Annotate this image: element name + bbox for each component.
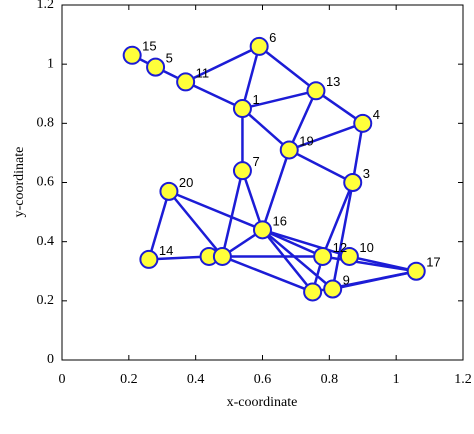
node-label: 19 <box>299 133 313 148</box>
node <box>249 36 269 56</box>
y-axis-label: y-coordinate <box>12 147 27 218</box>
y-tick-label: 0.6 <box>37 175 55 190</box>
node-label: 13 <box>326 74 340 89</box>
x-tick-label: 1 <box>393 372 400 387</box>
x-tick-label: 0 <box>59 372 66 387</box>
node-label: 14 <box>159 243 173 258</box>
x-tick-label: 1.2 <box>454 372 472 387</box>
y-tick-label: 1.2 <box>37 0 55 12</box>
y-tick-label: 0.4 <box>37 234 55 249</box>
node <box>306 81 326 101</box>
edge <box>242 89 317 110</box>
node-label: 12 <box>333 240 347 255</box>
x-tick-label: 0.2 <box>120 372 138 387</box>
node-label: 5 <box>166 51 173 66</box>
edge <box>221 170 244 257</box>
x-tick-label: 0.4 <box>187 372 205 387</box>
node-label: 17 <box>426 255 440 270</box>
edge <box>241 46 261 109</box>
node-label: 3 <box>363 166 370 181</box>
plot-frame <box>61 4 464 361</box>
y-tick-label: 0.2 <box>37 293 55 308</box>
node <box>122 45 142 65</box>
x-tick-label: 0.8 <box>321 372 339 387</box>
node-label: 16 <box>273 213 287 228</box>
edge <box>167 190 224 258</box>
edge <box>321 182 354 257</box>
edge <box>288 122 364 152</box>
edge <box>349 255 417 273</box>
edge <box>288 90 318 151</box>
node <box>253 220 272 240</box>
node <box>159 181 179 201</box>
y-tick-label: 1 <box>47 56 54 71</box>
node <box>313 246 333 266</box>
node-label: 15 <box>142 39 156 54</box>
edge <box>261 229 314 293</box>
edge <box>288 148 354 184</box>
node <box>343 173 363 192</box>
edge <box>262 228 350 258</box>
edge <box>185 80 243 110</box>
edge <box>147 191 171 260</box>
node-label: 10 <box>359 240 373 255</box>
y-tick-label: 0 <box>47 352 54 367</box>
edge <box>261 228 334 290</box>
edge <box>185 45 260 84</box>
edge <box>331 182 354 290</box>
node <box>139 249 159 269</box>
node <box>232 99 252 119</box>
node <box>212 246 232 266</box>
node-label: 1 <box>252 92 259 107</box>
edge <box>258 45 317 92</box>
edge <box>221 255 314 294</box>
node-label: 11 <box>196 65 210 80</box>
edge <box>261 228 324 258</box>
node-label: 20 <box>179 175 193 190</box>
node-label: 6 <box>269 30 276 45</box>
edge <box>148 255 210 261</box>
node <box>406 261 426 281</box>
x-axis-label: x-coordinate <box>227 395 298 410</box>
node-label: 4 <box>373 107 380 122</box>
node <box>303 282 323 302</box>
node-label: 7 <box>252 154 259 169</box>
edge <box>261 149 291 231</box>
edge <box>168 190 263 231</box>
edge <box>241 107 291 151</box>
node-label: 9 <box>343 272 350 287</box>
node <box>339 246 359 266</box>
node <box>146 57 166 77</box>
node <box>176 72 196 92</box>
node <box>232 161 252 181</box>
node <box>279 140 299 160</box>
node <box>323 279 343 299</box>
node <box>353 113 373 133</box>
edge <box>332 270 417 291</box>
y-tick-label: 0.8 <box>37 116 55 131</box>
edge <box>351 123 364 183</box>
x-tick-label: 0.6 <box>254 372 272 387</box>
edge <box>241 170 264 231</box>
